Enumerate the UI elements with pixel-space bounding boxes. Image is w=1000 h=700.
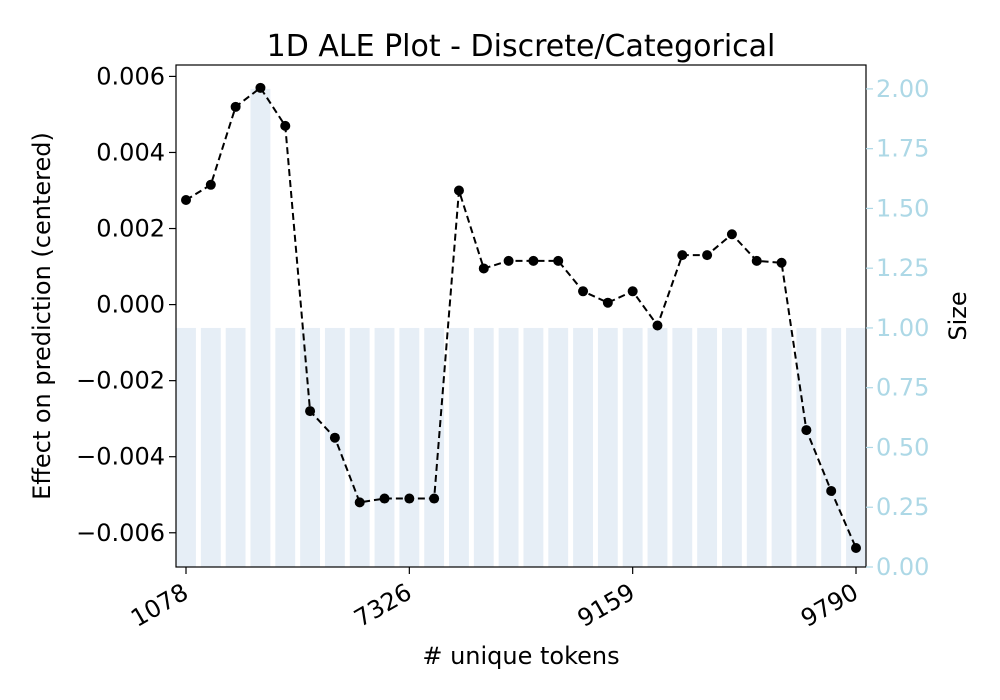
data-point: [354, 497, 365, 508]
right-y-axis: 2.00 1.75 1.50 1.25 1.00 0.75 0.50 0.25 0.00: [866, 75, 929, 581]
data-point: [230, 101, 241, 112]
size-bar: [300, 327, 320, 567]
y-tick-label: 0.004: [96, 138, 165, 166]
data-point: [578, 286, 589, 297]
size-bar: [250, 88, 271, 568]
data-point: [255, 82, 266, 93]
ale-line-series: [181, 82, 861, 553]
size-bar: [473, 327, 494, 567]
y-tick-label: −0.006: [76, 519, 165, 547]
x-tick-label: 1078: [126, 578, 193, 633]
size-bar: [597, 327, 618, 567]
y2-axis-label: Size: [944, 291, 972, 340]
size-bar: [796, 327, 817, 567]
data-point: [776, 257, 787, 268]
size-bar: [771, 327, 792, 567]
data-point: [205, 179, 216, 190]
x-axis-label: # unique tokens: [422, 642, 619, 670]
size-bar: [176, 327, 196, 567]
size-bars: [176, 88, 866, 568]
y-tick-label: 0.002: [96, 215, 165, 243]
y2-tick-label: 1.25: [876, 254, 929, 282]
size-bar: [324, 327, 345, 567]
y2-tick-label: 2.00: [876, 75, 929, 103]
y2-tick-label: 1.75: [876, 135, 929, 163]
data-point: [851, 542, 861, 553]
size-bar: [449, 327, 469, 567]
left-y-axis: 0.006 0.004 0.002 0.000 −0.002 −0.004 −0.006: [76, 62, 176, 547]
size-bar: [622, 327, 643, 567]
size-bar: [647, 327, 668, 567]
x-tick-label: 7326: [349, 578, 416, 633]
y2-tick-label: 0.75: [876, 374, 929, 402]
data-point: [453, 185, 464, 196]
size-bar: [498, 327, 519, 567]
size-bar: [200, 327, 221, 567]
x-axis: 1078 7326 9159 9790: [126, 567, 863, 633]
data-point: [801, 425, 812, 436]
size-bar: [672, 327, 693, 567]
data-point: [677, 250, 688, 261]
size-bar: [548, 327, 569, 567]
size-bar: [573, 327, 593, 567]
size-bar: [821, 327, 842, 567]
data-point: [280, 120, 291, 131]
data-point: [305, 406, 316, 417]
data-point: [726, 229, 737, 240]
size-bar: [746, 327, 767, 567]
data-point: [329, 432, 340, 443]
size-bar: [399, 327, 420, 567]
y2-tick-label: 0.50: [876, 433, 929, 461]
y2-tick-label: 0.00: [876, 553, 929, 581]
y-tick-label: −0.004: [76, 443, 165, 471]
x-tick-label: 9159: [573, 578, 640, 633]
size-bar: [275, 327, 296, 567]
data-point: [429, 493, 440, 504]
data-point: [404, 493, 415, 504]
data-point: [627, 286, 638, 297]
data-point: [751, 255, 762, 266]
size-bar: [349, 327, 370, 567]
y2-tick-label: 1.00: [876, 314, 929, 342]
y-tick-label: 0.000: [96, 291, 165, 319]
y2-tick-label: 1.50: [876, 194, 929, 222]
size-bar: [225, 327, 246, 567]
data-point: [478, 263, 489, 274]
size-bar: [722, 327, 742, 567]
size-bar: [424, 327, 445, 567]
plot-frame: [175, 64, 867, 568]
data-point: [379, 493, 390, 504]
data-point: [503, 255, 514, 266]
data-point: [181, 195, 191, 206]
chart-title: 1D ALE Plot - Discrete/Categorical: [267, 29, 776, 64]
data-point: [602, 297, 613, 308]
y-tick-label: −0.002: [76, 367, 165, 395]
ale-line: [185, 86, 857, 549]
x-tick-label: 9790: [796, 578, 863, 633]
data-point: [826, 485, 837, 496]
data-point: [652, 320, 663, 331]
size-bar: [846, 327, 866, 567]
data-point: [553, 255, 564, 266]
y2-tick-label: 0.25: [876, 493, 929, 521]
data-point: [528, 255, 539, 266]
size-bar: [374, 327, 395, 567]
y-axis-label: Effect on prediction (centered): [28, 132, 56, 500]
data-point: [702, 250, 713, 261]
size-bar: [697, 327, 718, 567]
size-bar: [523, 327, 544, 567]
y-tick-label: 0.006: [96, 62, 165, 90]
